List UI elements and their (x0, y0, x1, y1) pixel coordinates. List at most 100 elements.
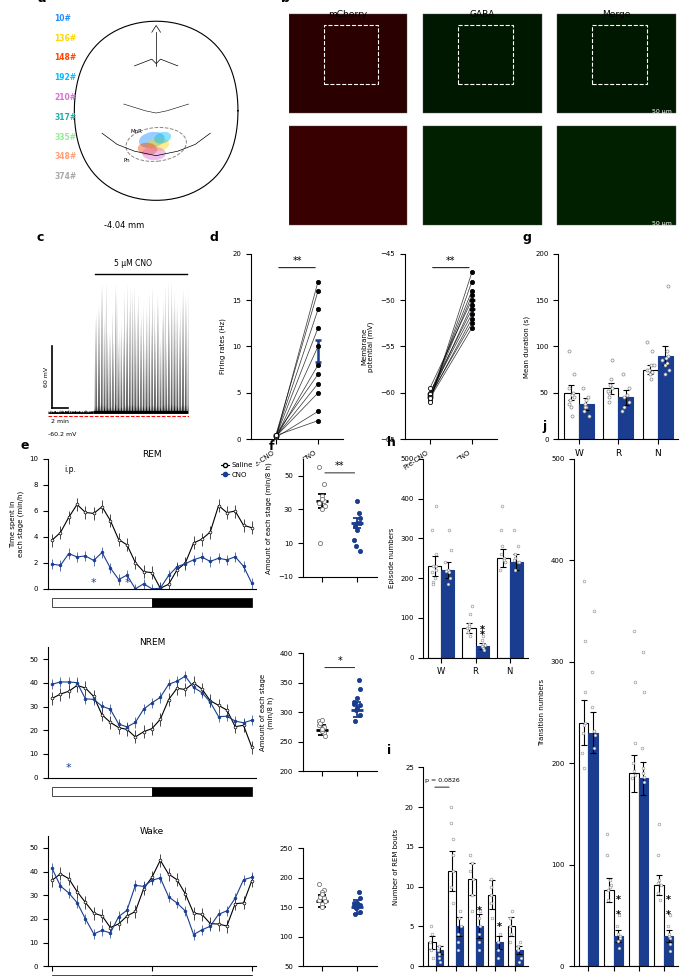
Bar (654, 885, 664, 966)
Text: mCherry: mCherry (328, 10, 368, 19)
Text: 348#: 348# (54, 152, 77, 161)
Text: *: * (666, 910, 671, 919)
Bar (593, 25, 647, 84)
Text: h: h (387, 435, 396, 449)
Text: MnR: MnR (130, 129, 142, 135)
Text: 192#: 192# (54, 73, 77, 82)
Bar (614, 936, 623, 966)
Bar (508, 926, 515, 966)
Text: i.p.: i.p. (64, 465, 77, 473)
Bar (462, 628, 475, 658)
Bar (603, 388, 619, 439)
Bar (288, 127, 408, 225)
Text: 374#: 374# (54, 172, 77, 181)
Bar (152, 598, 252, 607)
Y-axis label: Amount of each stage
(min/8 h): Amount of each stage (min/8 h) (260, 673, 274, 752)
Text: *: * (479, 625, 484, 634)
Text: 317#: 317# (54, 113, 77, 122)
Y-axis label: Number of REM bouts: Number of REM bouts (393, 829, 399, 905)
Text: a: a (37, 0, 46, 5)
Text: c: c (36, 231, 44, 245)
Text: Pn: Pn (124, 158, 130, 163)
Bar (475, 646, 488, 658)
Text: p = 0.0826: p = 0.0826 (425, 778, 460, 783)
Title: NREM: NREM (139, 638, 165, 647)
Text: 10#: 10# (54, 14, 71, 23)
Text: j: j (543, 421, 547, 433)
Bar (629, 773, 638, 966)
Bar (643, 370, 658, 439)
Bar (638, 779, 648, 966)
Y-axis label: Episode numbers: Episode numbers (388, 528, 395, 589)
Bar (458, 25, 512, 84)
Bar (436, 951, 443, 966)
Text: f: f (269, 440, 275, 453)
Bar (579, 722, 588, 966)
Text: 335#: 335# (54, 133, 77, 142)
Y-axis label: Time spent in
each stage (min/h): Time spent in each stage (min/h) (10, 491, 24, 557)
Text: *: * (479, 630, 484, 640)
Bar (515, 951, 523, 966)
Text: *: * (666, 895, 671, 906)
Y-axis label: Membrane
potential (mV): Membrane potential (mV) (361, 321, 375, 372)
Bar (456, 926, 463, 966)
Text: *: * (91, 578, 97, 588)
Bar (558, 15, 676, 113)
Text: -60.2 mV: -60.2 mV (48, 432, 76, 437)
Bar (448, 871, 456, 966)
Bar (488, 895, 495, 966)
Text: Merge: Merge (603, 10, 631, 19)
Text: d: d (209, 231, 218, 245)
Bar (52, 787, 152, 795)
Bar (52, 598, 152, 607)
Bar (423, 15, 542, 113)
Bar (468, 878, 475, 966)
Title: REM: REM (142, 450, 162, 459)
Y-axis label: Amount of each stage (min/8 h): Amount of each stage (min/8 h) (266, 462, 273, 574)
Text: **: ** (292, 256, 302, 265)
Y-axis label: Firing rates (Hz): Firing rates (Hz) (220, 318, 227, 375)
Text: *: * (477, 907, 482, 916)
Bar (564, 392, 579, 439)
Text: 5 μM CNO: 5 μM CNO (114, 260, 152, 268)
Text: *: * (124, 578, 130, 588)
Text: e: e (21, 439, 29, 452)
Bar (495, 943, 503, 966)
Text: *: * (338, 656, 342, 666)
Bar (658, 355, 673, 439)
Text: 50 μm: 50 μm (652, 109, 672, 114)
Ellipse shape (142, 146, 166, 160)
Ellipse shape (139, 132, 164, 148)
Bar (497, 558, 510, 658)
Text: b: b (281, 0, 290, 5)
Y-axis label: Transition numbers: Transition numbers (539, 679, 545, 746)
Text: 2 min: 2 min (51, 419, 69, 424)
Bar (619, 397, 633, 439)
Y-axis label: Mean duration (s): Mean duration (s) (523, 315, 530, 378)
Bar (579, 404, 594, 439)
Bar (428, 566, 441, 658)
Legend: Saline, CNO: Saline, CNO (221, 463, 253, 477)
Bar (288, 15, 408, 113)
Ellipse shape (154, 132, 171, 143)
Text: *: * (616, 895, 621, 906)
Bar (152, 787, 252, 795)
Ellipse shape (147, 138, 169, 151)
Text: 60 mV: 60 mV (44, 367, 49, 387)
Bar (588, 733, 598, 966)
Text: 50 μm: 50 μm (652, 222, 672, 226)
Bar (428, 943, 436, 966)
Text: g: g (523, 231, 532, 245)
Text: 148#: 148# (54, 54, 77, 62)
Text: 210#: 210# (54, 93, 77, 102)
Text: **: ** (335, 462, 345, 471)
Bar (324, 25, 378, 84)
Bar (441, 570, 454, 658)
Bar (510, 562, 523, 658)
Text: i: i (387, 745, 391, 757)
Bar (558, 127, 676, 225)
Bar (604, 890, 614, 966)
Ellipse shape (138, 142, 158, 155)
Bar (475, 926, 483, 966)
Bar (423, 127, 542, 225)
